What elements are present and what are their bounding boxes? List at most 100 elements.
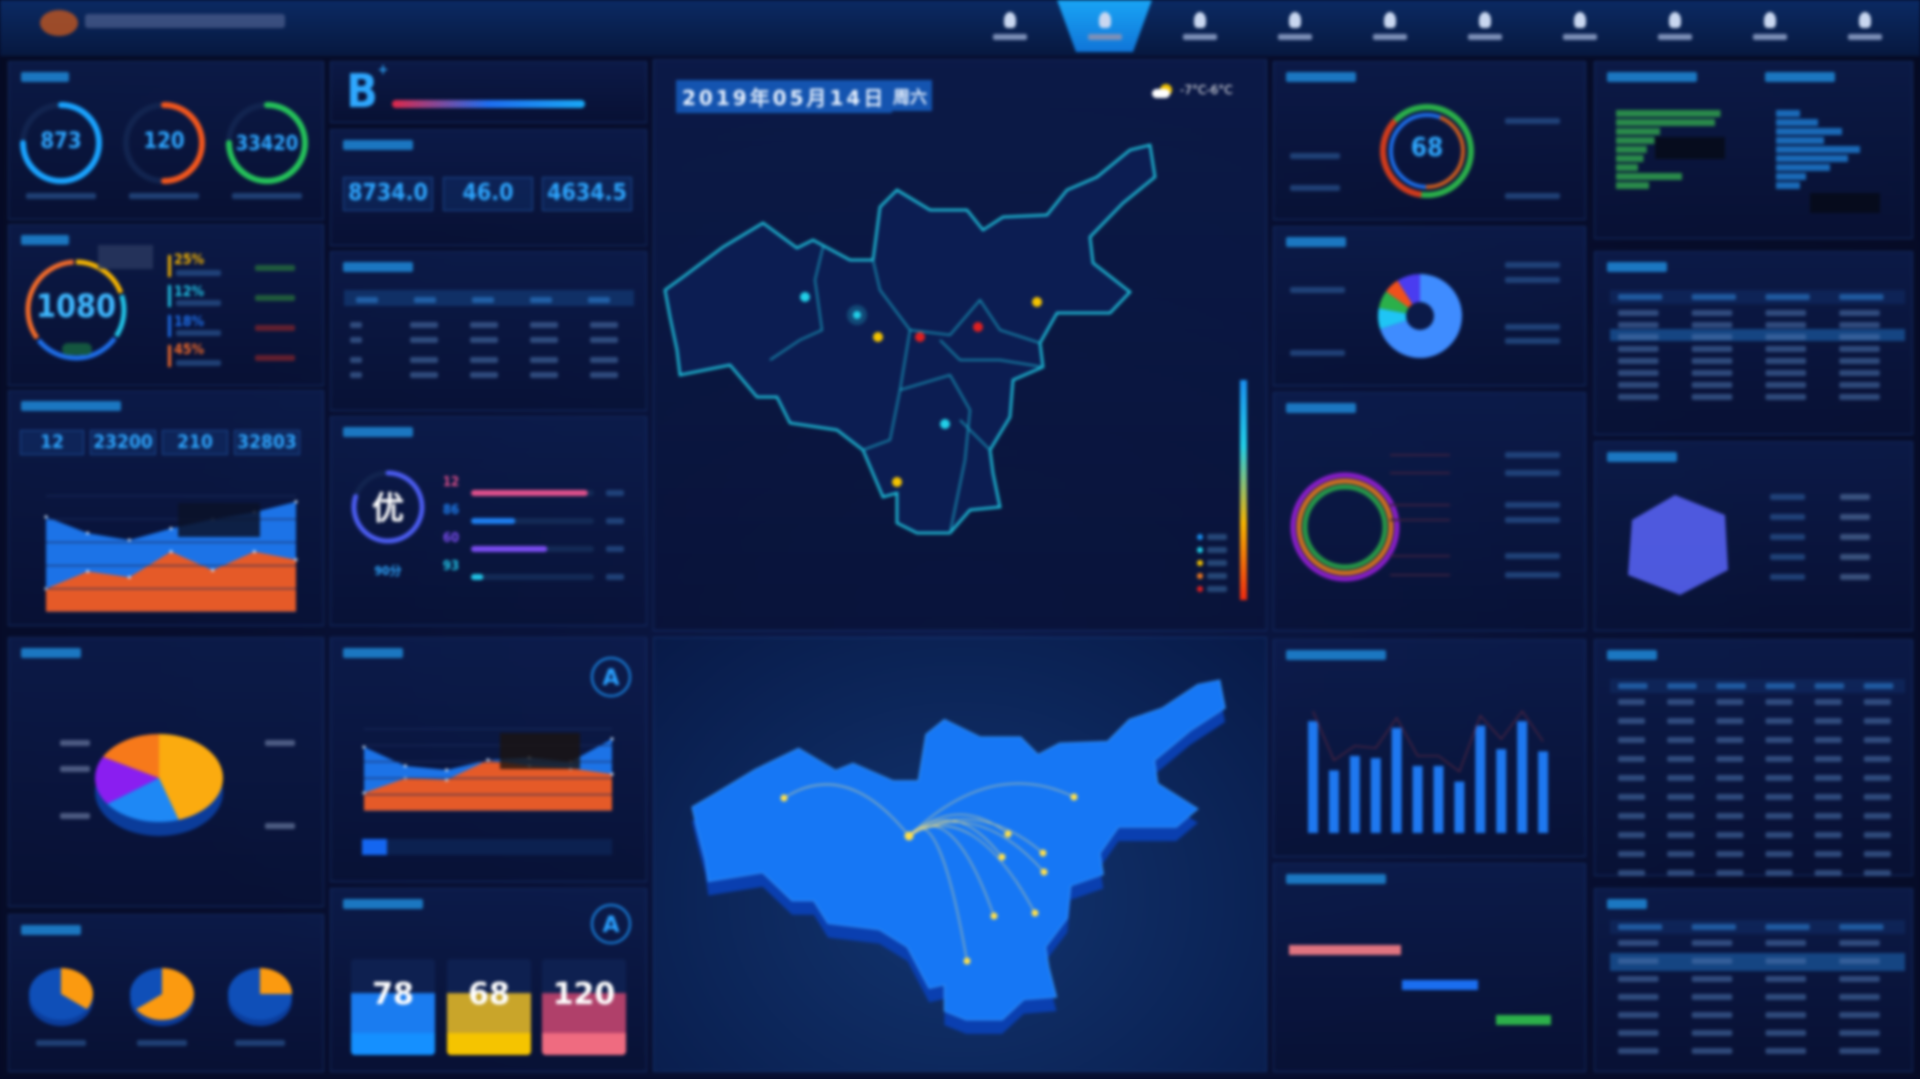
label-text [1716, 683, 1746, 689]
nav-label [992, 34, 1027, 40]
label-text [60, 766, 90, 772]
label-text [1863, 832, 1891, 838]
label-text [1667, 756, 1695, 762]
chart-icon [1668, 12, 1681, 28]
label-text [1765, 832, 1793, 838]
impact-pie-slice [130, 968, 162, 1010]
label-text [1765, 940, 1807, 946]
chart-tooltip [178, 503, 260, 537]
label-text [1765, 1048, 1807, 1054]
cost-ring-segment [25, 259, 74, 340]
label-text [1716, 813, 1744, 819]
nav-item[interactable] [1722, 0, 1817, 52]
hbar-blue [1776, 173, 1806, 180]
partly-cloudy-icon [1152, 84, 1174, 98]
label-text [1839, 976, 1880, 982]
label-text [176, 300, 221, 306]
impact-pie-slice [136, 968, 195, 1020]
nav-item[interactable] [1817, 0, 1912, 52]
bar [1308, 721, 1318, 833]
quality-chart-point [403, 764, 407, 768]
legend-marker [1197, 586, 1203, 592]
flow-line [908, 783, 1075, 837]
quality-chart-point [610, 737, 614, 741]
document-icon [1288, 12, 1301, 28]
nav-label [1372, 34, 1407, 40]
eval-bar-fill [471, 518, 516, 524]
panel-bar-chart [1273, 639, 1586, 857]
table-row-highlight [1610, 953, 1905, 971]
panel-grade [330, 61, 647, 123]
label-text [1618, 1048, 1659, 1054]
label-text [1505, 517, 1560, 523]
bar [1538, 751, 1549, 833]
table-row-highlight [1610, 329, 1905, 341]
district-marker [973, 322, 983, 332]
label-text [1765, 813, 1793, 819]
label-text [1765, 322, 1807, 328]
building-icon [1573, 12, 1586, 28]
label-text [1863, 718, 1891, 724]
nav-item[interactable] [1437, 0, 1532, 52]
label-text [1716, 756, 1744, 762]
label-text [1618, 976, 1659, 982]
label-text [1765, 358, 1807, 364]
heat-chart-point [86, 569, 90, 573]
label-text [1618, 870, 1646, 876]
label-text [1618, 310, 1659, 316]
label-text [1667, 718, 1695, 724]
logo-title [85, 14, 285, 28]
panel-kpis [330, 129, 647, 246]
table-header [1610, 679, 1905, 693]
label-text [1765, 334, 1807, 340]
logo [40, 10, 78, 36]
quality-chart-point [362, 745, 366, 749]
nav-item[interactable] [1342, 0, 1437, 52]
label-text [255, 295, 295, 301]
label-text [1765, 346, 1807, 352]
label-text [1618, 813, 1646, 819]
scrollbar-thumb[interactable] [362, 839, 387, 855]
district-marker [915, 332, 925, 342]
label-text [1691, 322, 1733, 328]
flow-endpoint [1070, 793, 1078, 801]
label-text [1691, 394, 1733, 400]
label-text [255, 265, 295, 271]
nav-item[interactable] [1532, 0, 1627, 52]
nav-item[interactable] [1627, 0, 1722, 52]
label-text [137, 1040, 187, 1046]
label-text [1716, 794, 1744, 800]
nav-item[interactable] [1247, 0, 1342, 52]
panel-table-b [1594, 639, 1913, 876]
label-text [1863, 794, 1891, 800]
label-text [1840, 534, 1870, 540]
label-text [470, 357, 498, 363]
label-text [606, 518, 624, 524]
label-text [1765, 737, 1793, 743]
legend-marker [1197, 534, 1203, 540]
district-border [769, 246, 824, 361]
label-text [530, 357, 558, 363]
hbar-green [1616, 128, 1660, 135]
nav-item[interactable] [962, 0, 1057, 52]
nav-label [1087, 34, 1122, 40]
kpi-value: 4634.5 [547, 180, 627, 206]
eval-bar-value: 12 [442, 475, 460, 490]
cost-marker [168, 285, 171, 307]
hbar-blue [1776, 137, 1824, 144]
label-text [1691, 346, 1733, 352]
label-text [414, 297, 436, 303]
label-text [1863, 683, 1894, 689]
label-text [1667, 775, 1695, 781]
nav-item[interactable] [1057, 0, 1152, 52]
settings-icon [1858, 12, 1871, 28]
label-text [1290, 350, 1345, 356]
card-value: 78 [372, 977, 414, 1012]
label-text [1505, 262, 1560, 268]
nav-item[interactable] [1152, 0, 1247, 52]
bar [1517, 721, 1528, 833]
label-text [1618, 683, 1648, 689]
label-text [1716, 718, 1744, 724]
city-center-marker [853, 311, 861, 319]
